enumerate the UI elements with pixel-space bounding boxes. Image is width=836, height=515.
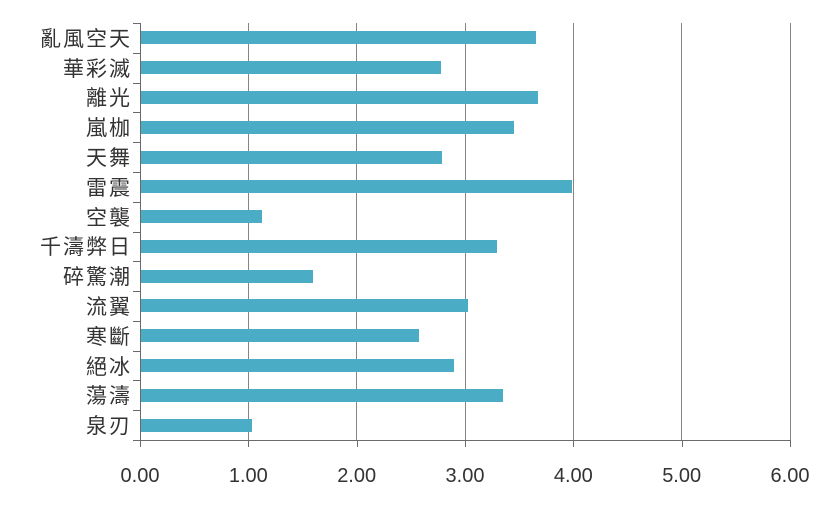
y-axis-label: 空襲 [86, 206, 132, 230]
y-axis-tick [133, 23, 140, 24]
x-axis-label: 0.00 [120, 465, 160, 487]
y-axis-label: 嵐枷 [86, 117, 132, 141]
bar [141, 210, 263, 224]
y-axis-label: 寒斷 [86, 325, 132, 349]
y-axis-tick [133, 82, 140, 84]
y-axis-tick [133, 52, 140, 54]
bar [141, 418, 252, 432]
y-axis-label: 碎驚潮 [63, 266, 132, 290]
x-axis-tick [790, 440, 791, 447]
bar [141, 269, 314, 283]
bar [141, 150, 443, 164]
bar [141, 31, 537, 45]
bar [141, 359, 455, 373]
y-axis-label: 蕩濤 [86, 385, 132, 409]
y-axis-tick [133, 201, 140, 203]
y-axis-label: 亂風空天 [40, 27, 132, 51]
gridline [356, 23, 358, 440]
y-axis-label: 雷震 [86, 176, 132, 200]
y-axis-tick [133, 171, 140, 173]
bar [141, 239, 498, 253]
x-axis-tick [140, 440, 141, 447]
y-axis-label: 流翼 [86, 295, 132, 319]
y-axis-tick [133, 142, 140, 144]
gridline [681, 23, 683, 440]
y-axis-label: 天舞 [86, 147, 132, 171]
gridline [464, 23, 466, 440]
y-axis-tick [133, 380, 140, 382]
y-axis-tick [133, 440, 140, 441]
y-axis-label: 泉刃 [86, 415, 132, 439]
bar [141, 329, 420, 343]
x-axis-label: 4.00 [553, 465, 593, 487]
x-axis-label: 6.00 [770, 465, 810, 487]
y-axis-label: 絕冰 [86, 355, 132, 379]
gridline [789, 23, 791, 440]
gridline [247, 23, 249, 440]
x-axis-tick [356, 440, 358, 447]
y-axis-line [140, 23, 141, 440]
y-axis-tick [133, 231, 140, 233]
x-axis-tick [465, 440, 466, 447]
y-axis-tick [133, 410, 140, 412]
x-axis-tick [681, 440, 683, 447]
x-axis-label: 5.00 [662, 465, 702, 487]
y-axis-tick [133, 112, 140, 114]
x-axis-line [133, 440, 790, 441]
bar [141, 388, 503, 402]
bar [141, 299, 469, 313]
y-axis-tick [133, 320, 140, 322]
gridline [572, 23, 574, 440]
bar [141, 120, 514, 134]
bar [141, 180, 573, 194]
x-axis-label: 2.00 [337, 465, 377, 487]
bar [141, 61, 442, 75]
bar [141, 90, 538, 104]
x-axis-tick [248, 440, 250, 447]
y-axis-tick [133, 261, 140, 263]
y-axis-label: 華彩滅 [63, 57, 132, 81]
x-axis-label: 1.00 [228, 465, 268, 487]
y-axis-label: 千濤弊日 [40, 236, 132, 260]
y-axis-tick [133, 291, 140, 293]
x-axis-tick [573, 440, 575, 447]
y-axis-tick [133, 350, 140, 352]
y-axis-label: 離光 [86, 87, 132, 111]
x-axis-label: 3.00 [445, 465, 485, 487]
